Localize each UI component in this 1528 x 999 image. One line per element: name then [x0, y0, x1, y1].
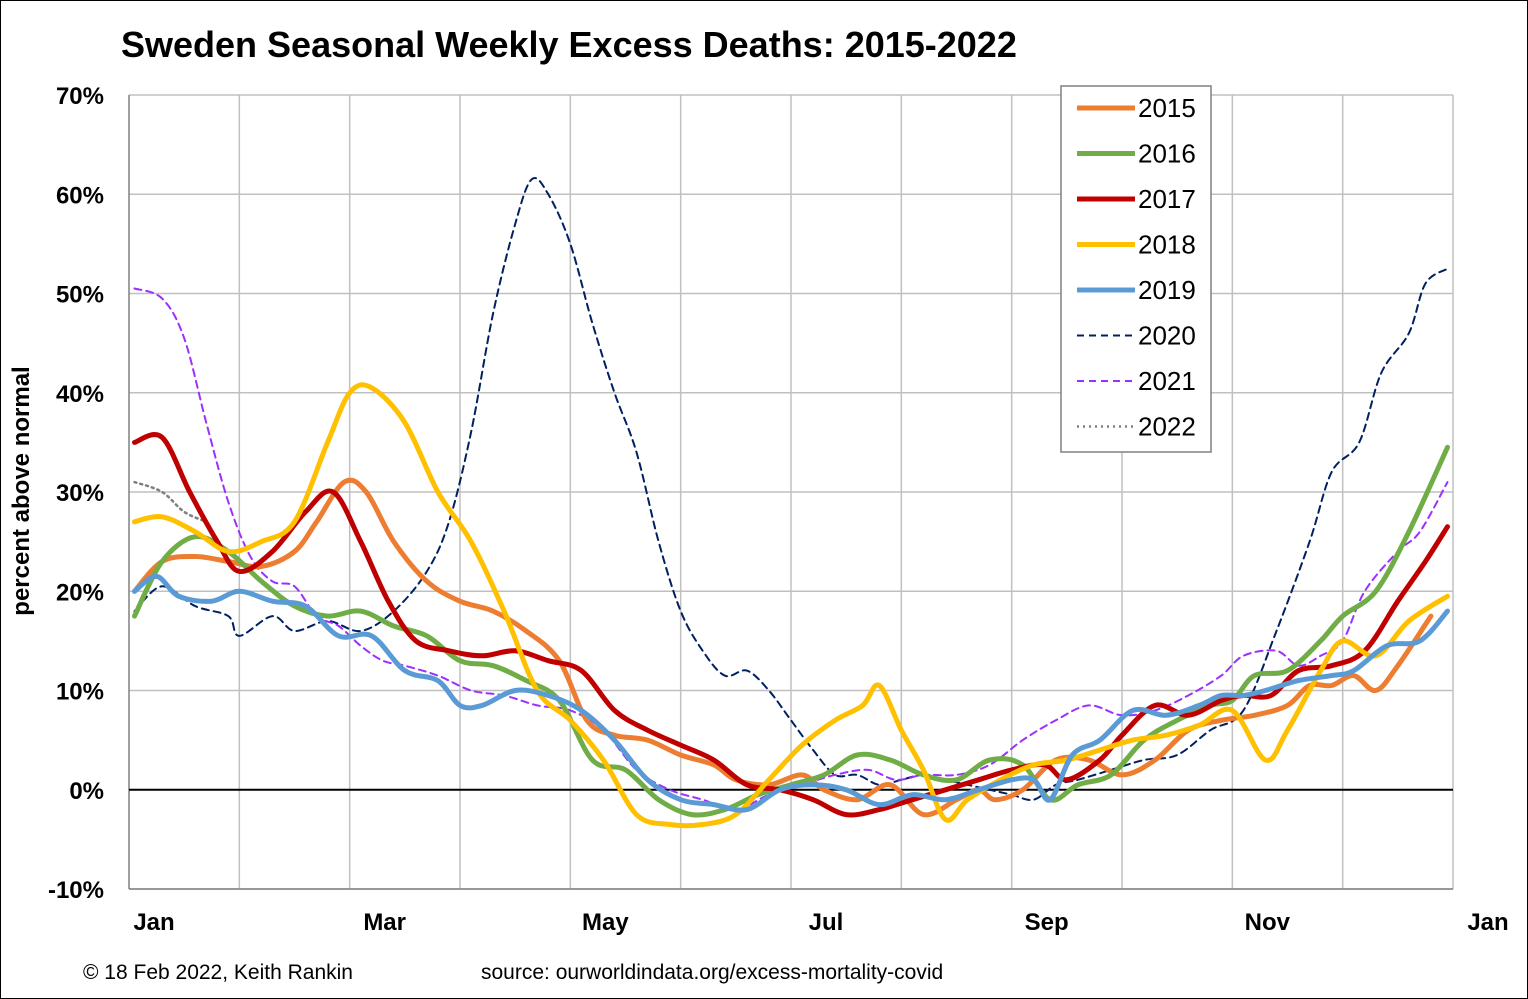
- series-line-2019: [132, 573, 1450, 813]
- series-line-2022: [133, 480, 208, 524]
- legend-label-2018: 2018: [1138, 230, 1196, 260]
- series-line-2018: [132, 382, 1450, 829]
- y-axis-label: percent above normal: [8, 366, 35, 615]
- y-tick-label: 70%: [56, 83, 104, 110]
- source-text: source: ourworldindata.org/excess-mortal…: [481, 961, 943, 984]
- y-tick-label: 10%: [56, 679, 104, 706]
- x-tick-label: Jan: [1467, 909, 1508, 936]
- series-line-2020: [133, 177, 1449, 802]
- x-tick-label: May: [582, 909, 629, 936]
- legend-label-2016: 2016: [1138, 139, 1196, 169]
- legend-label-2020: 2020: [1138, 321, 1196, 351]
- series-lines: [132, 177, 1450, 829]
- y-tick-label: 60%: [56, 182, 104, 209]
- x-tick-label: Jul: [809, 909, 844, 936]
- series-line-2015: [132, 477, 1434, 818]
- x-tick-label: Jan: [133, 909, 174, 936]
- legend-label-2017: 2017: [1138, 184, 1196, 214]
- legend-label-2015: 2015: [1138, 93, 1196, 123]
- series-line-2016: [132, 444, 1450, 818]
- legend-box: [1060, 85, 1212, 453]
- y-tick-label: 30%: [56, 480, 104, 507]
- x-tick-label: Mar: [363, 909, 406, 936]
- gridlines: [128, 94, 1454, 890]
- x-tick-labels: Jan Mar May Jul Sep Nov Jan: [133, 909, 1508, 936]
- y-tick-label: 20%: [56, 579, 104, 606]
- legend-label-2021: 2021: [1138, 366, 1196, 396]
- y-tick-label: 50%: [56, 282, 104, 309]
- chart-title: Sweden Seasonal Weekly Excess Deaths: 20…: [121, 24, 1017, 65]
- legend-label-2019: 2019: [1138, 275, 1196, 305]
- legend: 2015 2016 2017 2018 2019 2020 2021 2022: [1060, 85, 1212, 453]
- legend-label-2022: 2022: [1138, 412, 1196, 442]
- y-tick-label: -10%: [48, 877, 104, 904]
- x-tick-label: Nov: [1245, 909, 1291, 936]
- x-tick-label: Sep: [1025, 909, 1069, 936]
- y-tick-labels: -10% 0% 10% 20% 30% 40% 50% 60% 70%: [48, 83, 104, 904]
- y-tick-label: 40%: [56, 381, 104, 408]
- copyright-text: © 18 Feb 2022, Keith Rankin: [83, 961, 353, 984]
- y-tick-label: 0%: [69, 778, 104, 805]
